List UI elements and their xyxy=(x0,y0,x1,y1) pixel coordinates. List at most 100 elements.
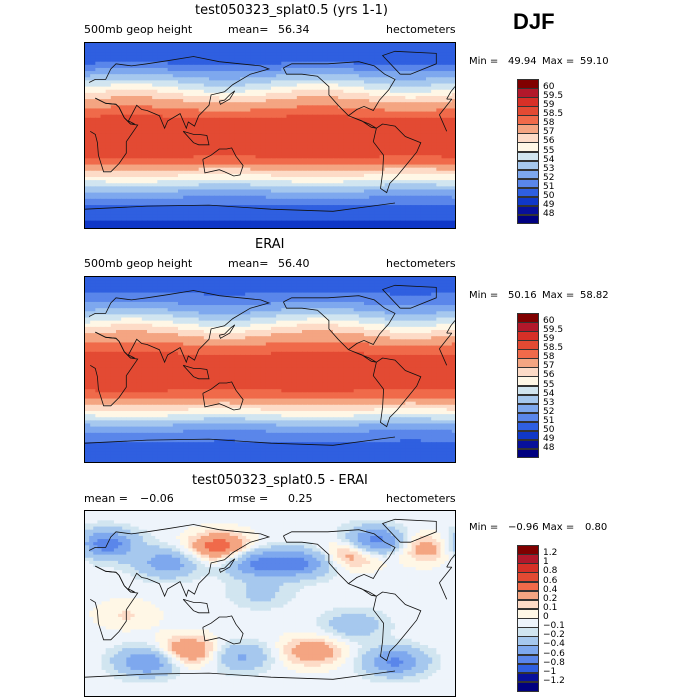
field-cell xyxy=(436,195,443,200)
field-cell xyxy=(183,83,189,88)
field-cell xyxy=(214,61,220,66)
field-cell xyxy=(234,83,241,88)
field-cell xyxy=(167,77,174,81)
field-cell xyxy=(203,201,210,206)
field-cell xyxy=(343,83,350,88)
field-cell xyxy=(245,145,251,150)
field-cell xyxy=(209,127,215,131)
field-cell xyxy=(250,108,257,113)
field-cell xyxy=(121,195,127,200)
field-cell xyxy=(90,111,96,116)
field-cell xyxy=(193,95,200,100)
field-cell xyxy=(90,298,96,303)
field-cell xyxy=(147,195,153,200)
field-cell xyxy=(141,120,148,125)
field-cell xyxy=(307,201,313,206)
field-cell xyxy=(348,164,355,169)
field-cell xyxy=(116,130,122,134)
field-cell xyxy=(307,86,313,91)
field-cell xyxy=(327,220,334,225)
field-cell xyxy=(271,95,277,100)
field-cell xyxy=(265,192,272,197)
field-cell xyxy=(343,127,350,131)
field-cell xyxy=(281,148,288,153)
field-cell xyxy=(240,298,246,303)
field-cell xyxy=(322,289,329,294)
field-cell xyxy=(296,226,303,228)
field-cell xyxy=(162,167,169,172)
field-cell xyxy=(85,49,91,53)
field-cell xyxy=(420,183,427,187)
field-cell xyxy=(415,71,422,75)
field-cell xyxy=(296,99,303,103)
field-cell xyxy=(152,127,158,131)
field-cell xyxy=(415,111,422,116)
field-cell xyxy=(147,92,153,97)
field-cell xyxy=(198,183,205,187)
field-cell xyxy=(162,114,169,119)
field-cell xyxy=(110,198,117,203)
field-cell xyxy=(100,43,107,47)
field-cell xyxy=(415,208,422,212)
field-cell xyxy=(343,189,350,194)
field-cell xyxy=(384,67,391,72)
field-cell xyxy=(240,95,246,100)
field-cell xyxy=(302,92,308,97)
field-cell xyxy=(240,211,246,216)
field-cell xyxy=(214,183,220,187)
field-cell xyxy=(389,277,396,281)
field-cell xyxy=(172,133,179,138)
field-cell xyxy=(110,142,117,147)
field-cell xyxy=(343,74,350,78)
field-cell xyxy=(172,55,179,60)
field-cell xyxy=(338,124,344,128)
field-cell xyxy=(260,277,267,281)
field-cell xyxy=(364,226,370,228)
field-cell xyxy=(265,301,272,306)
field-cell xyxy=(451,170,455,175)
field-cell xyxy=(286,195,293,200)
field-cell xyxy=(389,61,396,66)
field-cell xyxy=(312,292,319,297)
field-cell xyxy=(172,214,179,219)
field-cell xyxy=(364,292,370,297)
field-cell xyxy=(441,180,448,184)
field-cell xyxy=(240,46,246,50)
field-cell xyxy=(178,80,184,85)
field-cell xyxy=(90,192,96,197)
field-cell xyxy=(136,192,143,197)
field-cell xyxy=(240,161,246,166)
field-cell xyxy=(369,92,375,97)
field-cell xyxy=(358,220,365,225)
field-cell xyxy=(234,71,241,75)
field-cell xyxy=(348,280,355,284)
field-cell xyxy=(312,158,319,163)
field-cell xyxy=(364,142,370,147)
field-cell xyxy=(348,289,355,294)
field-cell xyxy=(116,92,122,97)
field-cell xyxy=(291,183,298,187)
field-cell xyxy=(384,133,391,138)
field-cell xyxy=(110,152,117,156)
field-cell xyxy=(116,46,122,50)
field-cell xyxy=(446,189,453,194)
field-cell xyxy=(188,142,195,147)
field-cell xyxy=(436,158,443,163)
field-cell xyxy=(441,220,448,225)
field-cell xyxy=(250,183,257,187)
field-cell xyxy=(234,277,241,281)
field-cell xyxy=(374,155,381,159)
field-cell xyxy=(374,95,381,100)
field-cell xyxy=(281,192,288,197)
field-cell xyxy=(322,180,329,184)
field-cell xyxy=(188,183,195,187)
field-cell xyxy=(121,108,127,113)
field-cell xyxy=(224,211,231,216)
field-cell xyxy=(178,111,184,116)
field-cell xyxy=(260,223,267,228)
field-cell xyxy=(333,155,339,159)
field-cell xyxy=(265,133,272,138)
field-cell xyxy=(193,201,200,206)
field-cell xyxy=(364,102,370,106)
field-cell xyxy=(209,124,215,128)
